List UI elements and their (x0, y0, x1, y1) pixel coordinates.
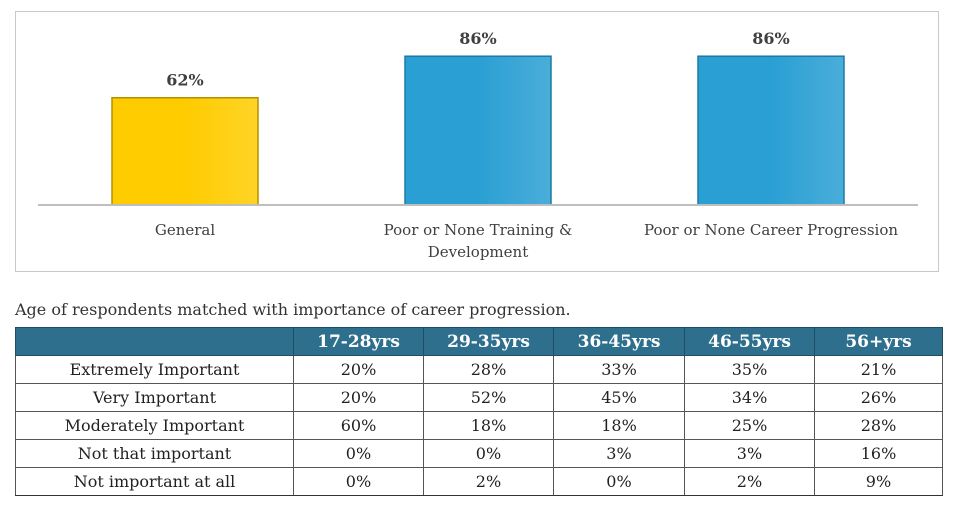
table-cell: 9% (814, 467, 943, 496)
row-label: Moderately Important (15, 411, 294, 440)
table-row: Not that important 0% 0% 3% 3% 16% (15, 439, 943, 468)
table-cell: 60% (293, 411, 424, 440)
table-cell: 3% (553, 439, 685, 468)
row-label: Very Important (15, 383, 294, 412)
header-29-35: 29-35yrs (423, 327, 554, 356)
category-label-3: Poor or None Career Progression (644, 221, 898, 239)
category-label-1: General (155, 221, 216, 239)
row-label: Not important at all (15, 467, 294, 496)
table-cell: 45% (553, 383, 685, 412)
bar-chart: 62% General 86% Poor or None Training & Deve… (38, 29, 918, 261)
data-label-1: 62% (166, 71, 203, 90)
table-cell: 0% (293, 467, 424, 496)
header-corner (15, 327, 294, 356)
table-cell: 0% (553, 467, 685, 496)
table-cell: 34% (684, 383, 815, 412)
importance-by-age-table: 17-28yrs 29-35yrs 36-45yrs 46-55yrs 56+y… (15, 327, 943, 496)
data-label-2: 86% (459, 29, 496, 48)
chart-frame: 62% General 86% Poor or None Training & Deve… (15, 11, 939, 272)
table-caption: Age of respondents matched with importan… (15, 300, 571, 319)
bar-1 (111, 96, 259, 206)
header-17-28: 17-28yrs (293, 327, 424, 356)
table-row: Not important at all 0% 2% 0% 2% 9% (15, 467, 943, 496)
header-36-45: 36-45yrs (553, 327, 685, 356)
header-46-55: 46-55yrs (684, 327, 815, 356)
table-row: Very Important 20% 52% 45% 34% 26% (15, 383, 943, 412)
table-cell: 20% (293, 355, 424, 384)
table-cell: 0% (423, 439, 554, 468)
table-cell: 28% (423, 355, 554, 384)
header-56-plus: 56+yrs (814, 327, 943, 356)
bar-2 (404, 55, 552, 206)
table-cell: 20% (293, 383, 424, 412)
table-cell: 18% (423, 411, 554, 440)
row-label: Extremely Important (15, 355, 294, 384)
data-label-3: 86% (752, 29, 789, 48)
table-cell: 35% (684, 355, 815, 384)
table-row: Moderately Important 60% 18% 18% 25% 28% (15, 411, 943, 440)
table-cell: 18% (553, 411, 685, 440)
table-cell: 25% (684, 411, 815, 440)
table-cell: 16% (814, 439, 943, 468)
category-label-2: Development (428, 243, 528, 261)
table-cell: 0% (293, 439, 424, 468)
table-cell: 2% (684, 467, 815, 496)
table-cell: 2% (423, 467, 554, 496)
table-cell: 33% (553, 355, 685, 384)
row-label: Not that important (15, 439, 294, 468)
table-cell: 26% (814, 383, 943, 412)
category-label-2: Poor or None Training & (384, 221, 573, 239)
bar-3 (697, 55, 845, 206)
table-cell: 52% (423, 383, 554, 412)
table-row: Extremely Important 20% 28% 33% 35% 21% (15, 355, 943, 384)
table-header-row: 17-28yrs 29-35yrs 36-45yrs 46-55yrs 56+y… (15, 327, 943, 356)
table-cell: 28% (814, 411, 943, 440)
table-cell: 21% (814, 355, 943, 384)
table-cell: 3% (684, 439, 815, 468)
